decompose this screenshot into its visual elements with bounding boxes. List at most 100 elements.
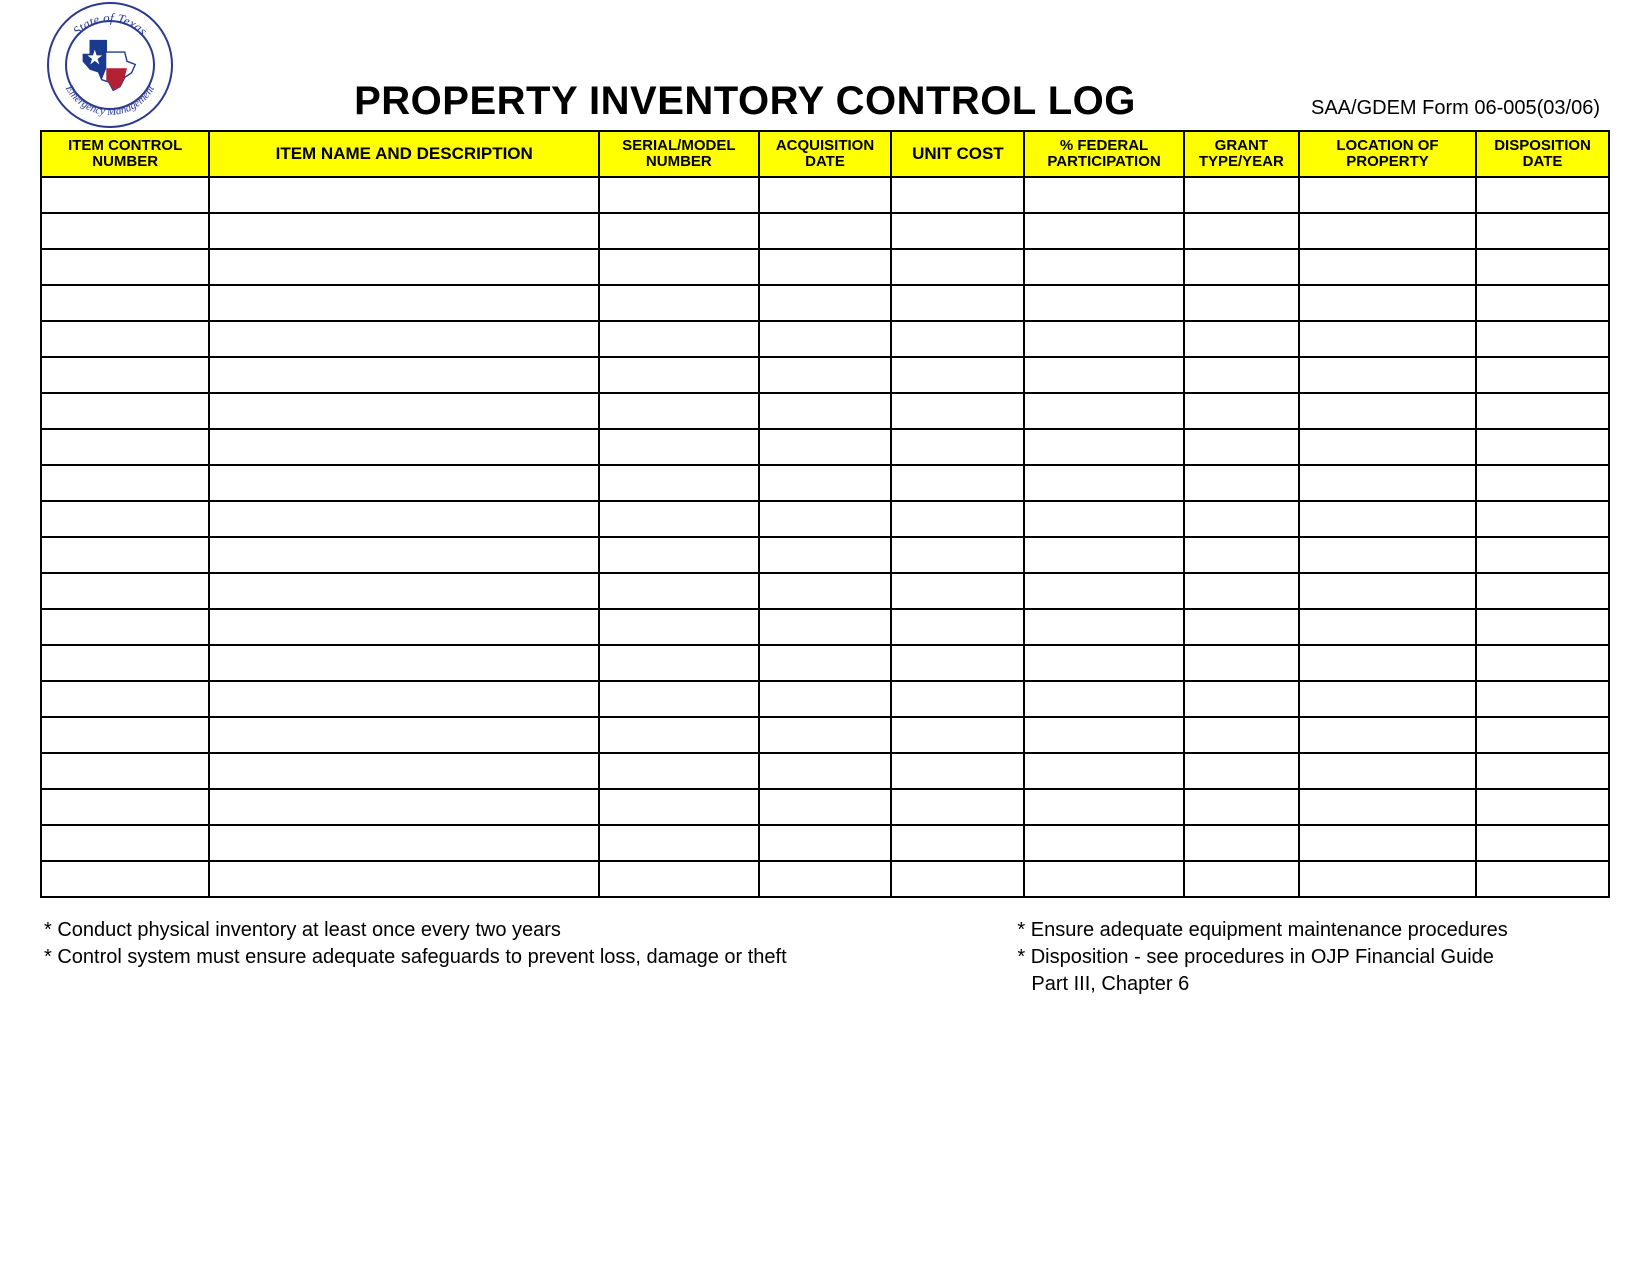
- table-cell[interactable]: [41, 177, 209, 213]
- table-cell[interactable]: [599, 825, 758, 861]
- table-cell[interactable]: [1184, 825, 1299, 861]
- table-cell[interactable]: [1184, 285, 1299, 321]
- table-cell[interactable]: [1299, 753, 1476, 789]
- table-cell[interactable]: [1024, 249, 1183, 285]
- table-cell[interactable]: [209, 321, 599, 357]
- table-cell[interactable]: [1476, 681, 1609, 717]
- table-cell[interactable]: [1024, 213, 1183, 249]
- table-cell[interactable]: [599, 501, 758, 537]
- table-cell[interactable]: [599, 321, 758, 357]
- table-cell[interactable]: [759, 429, 892, 465]
- table-cell[interactable]: [1476, 717, 1609, 753]
- table-cell[interactable]: [1299, 213, 1476, 249]
- table-cell[interactable]: [41, 285, 209, 321]
- table-cell[interactable]: [1476, 645, 1609, 681]
- table-cell[interactable]: [891, 825, 1024, 861]
- table-cell[interactable]: [1299, 825, 1476, 861]
- table-cell[interactable]: [1024, 645, 1183, 681]
- table-cell[interactable]: [1299, 681, 1476, 717]
- table-cell[interactable]: [1299, 321, 1476, 357]
- table-cell[interactable]: [1184, 357, 1299, 393]
- table-cell[interactable]: [1184, 861, 1299, 897]
- table-cell[interactable]: [41, 501, 209, 537]
- table-cell[interactable]: [891, 321, 1024, 357]
- table-cell[interactable]: [891, 213, 1024, 249]
- table-cell[interactable]: [599, 645, 758, 681]
- table-cell[interactable]: [1184, 645, 1299, 681]
- table-cell[interactable]: [1476, 573, 1609, 609]
- table-cell[interactable]: [599, 573, 758, 609]
- table-cell[interactable]: [891, 429, 1024, 465]
- table-cell[interactable]: [759, 717, 892, 753]
- table-cell[interactable]: [1024, 717, 1183, 753]
- table-cell[interactable]: [1299, 429, 1476, 465]
- table-cell[interactable]: [41, 645, 209, 681]
- table-cell[interactable]: [1299, 789, 1476, 825]
- table-cell[interactable]: [209, 573, 599, 609]
- table-cell[interactable]: [1184, 753, 1299, 789]
- table-cell[interactable]: [1184, 717, 1299, 753]
- table-cell[interactable]: [759, 537, 892, 573]
- table-cell[interactable]: [891, 861, 1024, 897]
- table-cell[interactable]: [1476, 825, 1609, 861]
- table-cell[interactable]: [1299, 249, 1476, 285]
- table-cell[interactable]: [759, 357, 892, 393]
- table-cell[interactable]: [891, 717, 1024, 753]
- table-cell[interactable]: [599, 465, 758, 501]
- table-cell[interactable]: [759, 393, 892, 429]
- table-cell[interactable]: [1476, 249, 1609, 285]
- table-cell[interactable]: [599, 789, 758, 825]
- table-cell[interactable]: [41, 753, 209, 789]
- table-cell[interactable]: [1024, 177, 1183, 213]
- table-cell[interactable]: [599, 861, 758, 897]
- table-cell[interactable]: [1184, 321, 1299, 357]
- table-cell[interactable]: [41, 717, 209, 753]
- table-cell[interactable]: [209, 825, 599, 861]
- table-cell[interactable]: [41, 573, 209, 609]
- table-cell[interactable]: [1024, 861, 1183, 897]
- table-cell[interactable]: [759, 861, 892, 897]
- table-cell[interactable]: [41, 321, 209, 357]
- table-cell[interactable]: [599, 357, 758, 393]
- table-cell[interactable]: [1299, 645, 1476, 681]
- table-cell[interactable]: [209, 465, 599, 501]
- table-cell[interactable]: [41, 213, 209, 249]
- table-cell[interactable]: [41, 825, 209, 861]
- table-cell[interactable]: [209, 717, 599, 753]
- table-cell[interactable]: [891, 789, 1024, 825]
- table-cell[interactable]: [599, 717, 758, 753]
- table-cell[interactable]: [41, 429, 209, 465]
- table-cell[interactable]: [1184, 213, 1299, 249]
- table-cell[interactable]: [1299, 177, 1476, 213]
- table-cell[interactable]: [599, 609, 758, 645]
- table-cell[interactable]: [1184, 789, 1299, 825]
- table-cell[interactable]: [1024, 465, 1183, 501]
- table-cell[interactable]: [1476, 789, 1609, 825]
- table-cell[interactable]: [759, 609, 892, 645]
- table-cell[interactable]: [1476, 285, 1609, 321]
- table-cell[interactable]: [209, 753, 599, 789]
- table-cell[interactable]: [759, 789, 892, 825]
- table-cell[interactable]: [759, 249, 892, 285]
- table-cell[interactable]: [41, 465, 209, 501]
- table-cell[interactable]: [891, 393, 1024, 429]
- table-cell[interactable]: [599, 753, 758, 789]
- table-cell[interactable]: [891, 285, 1024, 321]
- table-cell[interactable]: [1024, 609, 1183, 645]
- table-cell[interactable]: [1184, 393, 1299, 429]
- table-cell[interactable]: [1024, 573, 1183, 609]
- table-cell[interactable]: [1476, 537, 1609, 573]
- table-cell[interactable]: [1024, 501, 1183, 537]
- table-cell[interactable]: [1184, 681, 1299, 717]
- table-cell[interactable]: [1184, 249, 1299, 285]
- table-cell[interactable]: [759, 285, 892, 321]
- table-cell[interactable]: [1024, 393, 1183, 429]
- table-cell[interactable]: [1299, 393, 1476, 429]
- table-cell[interactable]: [209, 177, 599, 213]
- table-cell[interactable]: [891, 753, 1024, 789]
- table-cell[interactable]: [41, 537, 209, 573]
- table-cell[interactable]: [599, 285, 758, 321]
- table-cell[interactable]: [1024, 825, 1183, 861]
- table-cell[interactable]: [209, 861, 599, 897]
- table-cell[interactable]: [209, 357, 599, 393]
